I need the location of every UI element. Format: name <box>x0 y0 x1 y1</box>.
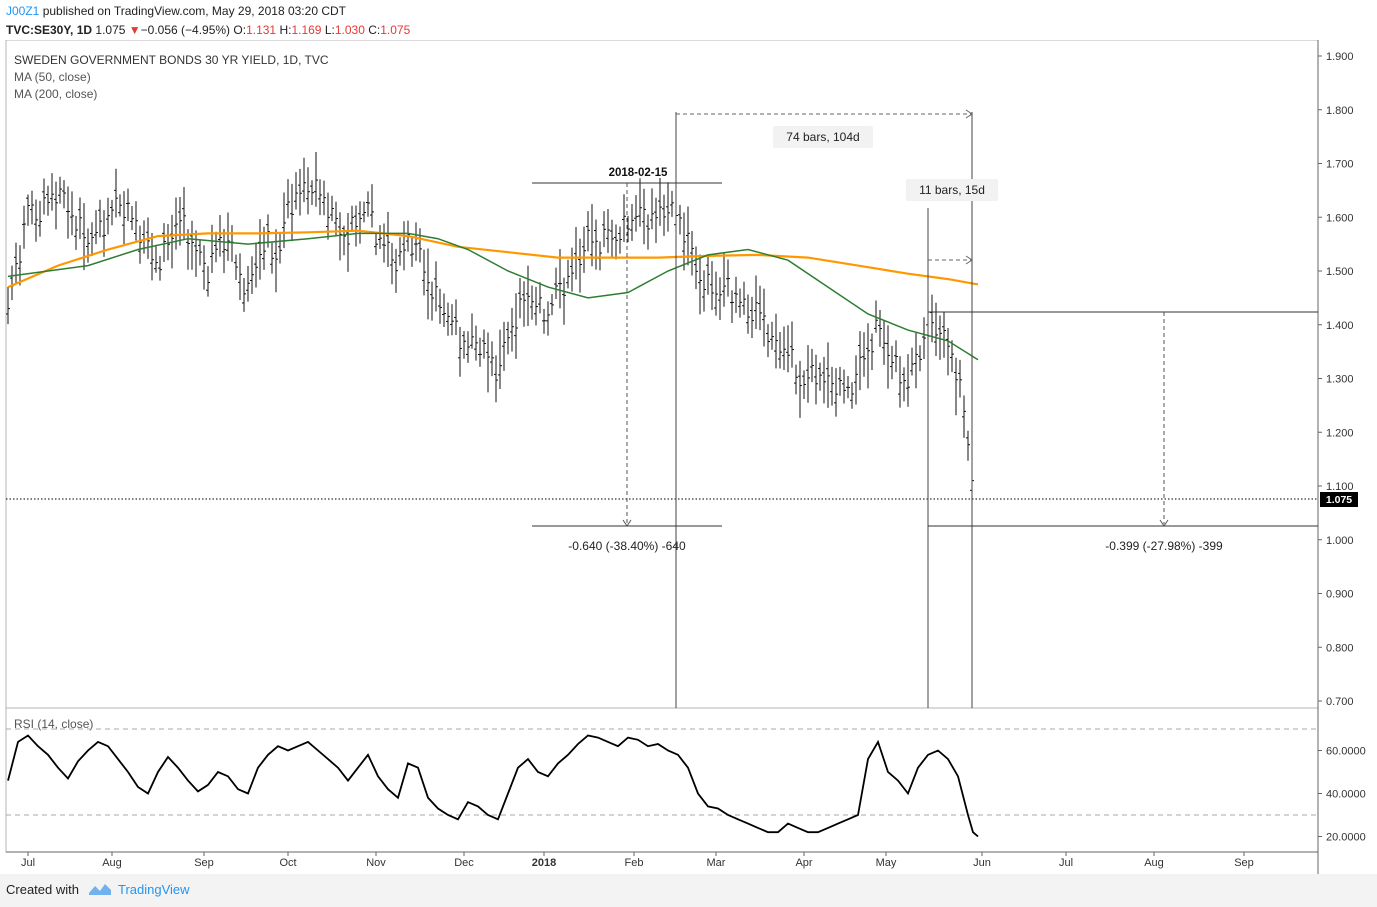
time-tick-label: Mar <box>707 857 726 869</box>
price-tick-label: 1.200 <box>1326 427 1354 439</box>
price-tick-label: 1.500 <box>1326 266 1354 278</box>
price-tick-label: 1.000 <box>1326 535 1354 547</box>
range1-arrowhead-icon <box>965 109 973 119</box>
range1-box <box>773 126 873 148</box>
date-label: 2018-02-15 <box>609 167 668 179</box>
rsi-legend[interactable]: RSI (14, close) <box>14 717 93 731</box>
price-axis[interactable]: 1.900 1.800 1.700 1.600 1.500 1.400 1.300 1.200… <box>1318 51 1354 708</box>
rsi-pane-frame <box>5 707 1319 853</box>
time-tick-label: Dec <box>454 857 474 869</box>
price-tick-label: 1.600 <box>1326 212 1354 224</box>
time-tick-label: May <box>876 857 897 869</box>
time-tick-label: Sep <box>194 857 214 869</box>
measure1-label: -0.640 (-38.40%) -640 <box>568 539 686 553</box>
low-label: L: <box>324 23 335 37</box>
last-price-label: 1.075 <box>1326 494 1352 506</box>
tradingview-link[interactable]: TradingView <box>118 882 190 897</box>
price-tick-label: 0.700 <box>1326 696 1354 708</box>
price-tick-label: 0.800 <box>1326 642 1354 654</box>
measure2-arrowhead-icon <box>1159 519 1169 527</box>
ma200-line <box>7 229 979 289</box>
symbol-label: TVC:SE30Y, 1D <box>6 23 93 37</box>
chart-title: SWEDEN GOVERNMENT BONDS 30 YR YIELD, 1D,… <box>14 53 329 67</box>
time-tick-label: Sep <box>1234 857 1254 869</box>
price-tick-label: 1.100 <box>1326 481 1354 493</box>
time-tick-label: 2018 <box>532 857 556 869</box>
measure2-label: -0.399 (-27.98%) -399 <box>1105 539 1223 553</box>
ma50-line <box>7 232 979 361</box>
time-axis[interactable]: Jul Aug Sep Oct Nov Dec 2018 Feb Mar Apr May Jun Jul… <box>21 852 1254 869</box>
published-text: published on TradingView.com, May 29, 20… <box>39 4 346 18</box>
rsi-tick-label: 40.0000 <box>1326 789 1366 801</box>
price-tick-label: 0.900 <box>1326 589 1354 601</box>
range2-box <box>906 179 998 201</box>
time-tick-label: Apr <box>795 857 812 869</box>
ma50-legend[interactable]: MA (50, close) <box>14 70 91 84</box>
down-arrow-icon: ▼ <box>128 23 141 37</box>
rsi-tick-label: 20.0000 <box>1326 832 1366 844</box>
rsi-tick-label: 60.0000 <box>1326 746 1366 758</box>
rsi-line <box>7 734 979 838</box>
last-price-tag <box>1320 492 1358 507</box>
time-tick-label: Aug <box>102 857 122 869</box>
range1-label: 74 bars, 104d <box>786 130 859 144</box>
quote-line: TVC:SE30Y, 1D 1.075 ▼−0.056 (−4.95%) O:1… <box>6 23 410 37</box>
publish-line: J00Z1 published on TradingView.com, May … <box>6 4 346 18</box>
price-tick-label: 1.800 <box>1326 105 1354 117</box>
price-pane-frame <box>5 40 1319 709</box>
price-tick-label: 1.400 <box>1326 320 1354 332</box>
time-tick-label: Feb <box>625 857 644 869</box>
range2-arrowhead-icon <box>965 255 973 265</box>
tradingview-logo-icon <box>89 884 111 895</box>
time-tick-label: Oct <box>279 857 296 869</box>
created-with-text: Created with <box>6 882 79 897</box>
measure1-arrowhead-icon <box>622 519 632 527</box>
time-tick-label: Nov <box>366 857 386 869</box>
time-tick-label: Jul <box>21 857 35 869</box>
last-value: 1.075 <box>95 23 126 37</box>
chart-area[interactable]: 1.900 1.800 1.700 1.600 1.500 1.400 1.300 1.200… <box>0 40 1377 874</box>
price-tick-label: 1.900 <box>1326 51 1354 63</box>
chart-header: J00Z1 published on TradingView.com, May … <box>0 0 1377 40</box>
price-tick-label: 1.300 <box>1326 374 1354 386</box>
price-bars <box>6 152 974 505</box>
footer-bar: Created with TradingView <box>0 874 1377 907</box>
author-link[interactable]: J00Z1 <box>6 4 40 18</box>
change-value: −0.056 (−4.95%) <box>140 23 231 37</box>
open-value: 1.131 <box>246 23 277 37</box>
high-value: 1.169 <box>291 23 322 37</box>
time-tick-label: Jun <box>973 857 991 869</box>
range2-label: 11 bars, 15d <box>919 183 985 197</box>
close-label: C: <box>368 23 381 37</box>
time-tick-label: Aug <box>1144 857 1164 869</box>
rsi-axis: 60.0000 40.0000 20.0000 <box>1318 746 1366 844</box>
time-tick-label: Jul <box>1059 857 1073 869</box>
open-label: O: <box>233 23 247 37</box>
close-value: 1.075 <box>380 23 411 37</box>
high-label: H: <box>279 23 292 37</box>
ma200-legend[interactable]: MA (200, close) <box>14 87 97 101</box>
low-value: 1.030 <box>334 23 365 37</box>
price-tick-label: 1.700 <box>1326 159 1354 171</box>
